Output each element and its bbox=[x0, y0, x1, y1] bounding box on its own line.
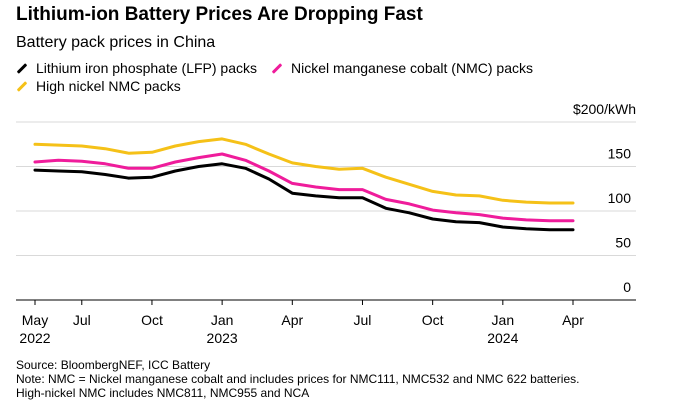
footnote-2: High-nickel NMC includes NMC811, NMC955 … bbox=[16, 386, 310, 400]
x-tick-label: Jul bbox=[354, 312, 372, 328]
legend-label-lfp: Lithium iron phosphate (LFP) packs bbox=[36, 60, 257, 76]
chart-title: Lithium-ion Battery Prices Are Dropping … bbox=[16, 4, 423, 25]
chart-notes: Source: BloombergNEF, ICC Battery Note: … bbox=[16, 358, 579, 400]
source-note: Source: BloombergNEF, ICC Battery bbox=[16, 358, 211, 372]
series-line-1 bbox=[33, 152, 575, 223]
x-tick-year-label: 2023 bbox=[207, 330, 238, 346]
chart-subtitle: Battery pack prices in China bbox=[16, 34, 216, 51]
x-tick-label: Jan bbox=[211, 312, 234, 328]
y-unit-label: $200/kWh bbox=[573, 101, 636, 117]
x-tick-label: Jul bbox=[73, 312, 91, 328]
legend-label-high-nickel: High nickel NMC packs bbox=[36, 78, 181, 94]
x-axis: May 2022 Jul Oct Jan 2023 Apr Jul Oct Jan 2024 Apr bbox=[19, 300, 584, 346]
x-tick-label: May bbox=[22, 312, 48, 328]
legend-item-nmc: Nickel manganese cobalt (NMC) packs bbox=[271, 60, 533, 76]
series-lines bbox=[33, 137, 575, 232]
footnote-1: Note: NMC = Nickel manganese cobalt and … bbox=[16, 372, 580, 386]
legend-row-2: High nickel NMC packs bbox=[16, 78, 195, 94]
x-tick-label: Apr bbox=[281, 312, 303, 328]
x-tick-label: Oct bbox=[422, 312, 444, 328]
x-tick-label: Oct bbox=[141, 312, 163, 328]
series-line-0 bbox=[33, 137, 575, 205]
legend-label-nmc: Nickel manganese cobalt (NMC) packs bbox=[291, 60, 533, 76]
legend-item-high-nickel: High nickel NMC packs bbox=[16, 78, 181, 94]
y-tick-label: 50 bbox=[615, 235, 631, 251]
y-tick-label: 0 bbox=[623, 279, 631, 295]
legend-item-lfp: Lithium iron phosphate (LFP) packs bbox=[16, 60, 257, 76]
x-tick-label: Jan bbox=[492, 312, 515, 328]
legend: Lithium iron phosphate (LFP) packs Nicke… bbox=[16, 60, 547, 76]
gridlines: $200/kWh 150 100 50 0 bbox=[16, 101, 636, 301]
x-tick-label: Apr bbox=[562, 312, 584, 328]
x-tick-year-label: 2022 bbox=[19, 330, 50, 346]
series-line-2 bbox=[33, 162, 575, 232]
y-tick-label: 100 bbox=[608, 190, 632, 206]
y-tick-label: 150 bbox=[608, 146, 632, 162]
x-tick-year-label: 2024 bbox=[487, 330, 518, 346]
